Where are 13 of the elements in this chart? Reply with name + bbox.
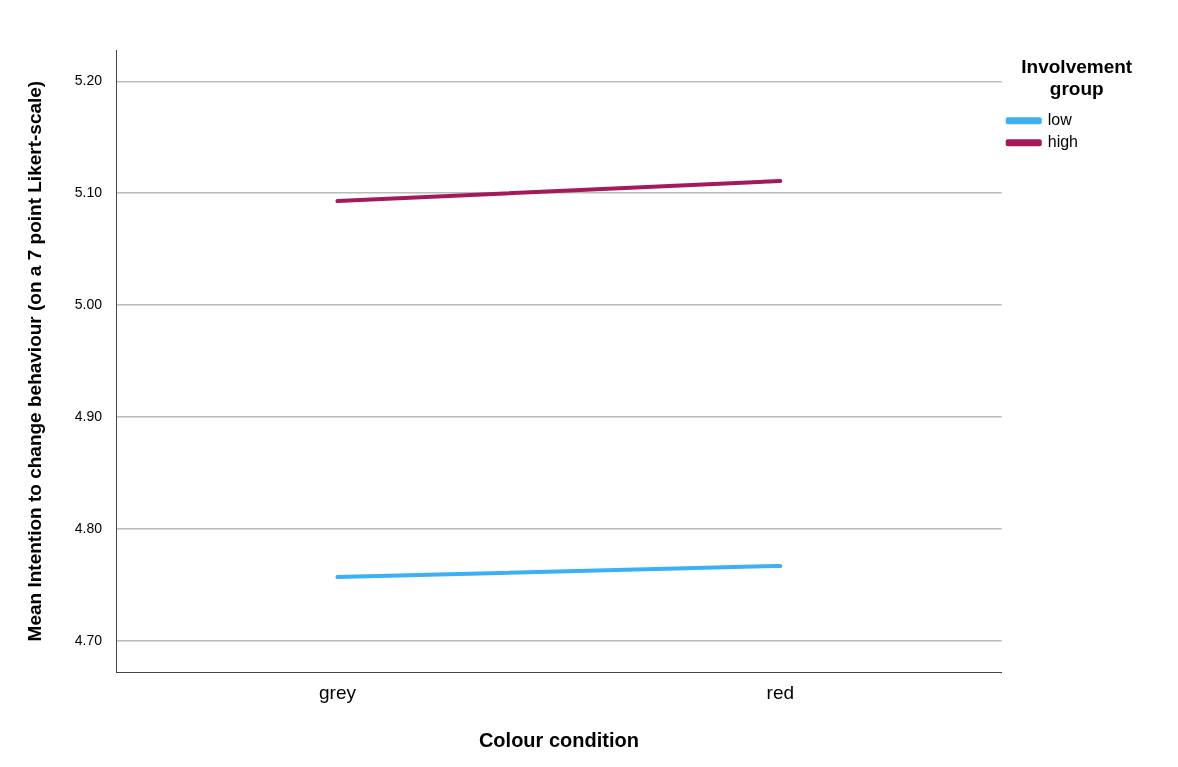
x-tick-label: red [766, 681, 795, 703]
y-tick-label: 4.70 [74, 631, 103, 648]
x-axis-title: Colour condition [478, 728, 639, 751]
y-tick-label: 5.10 [74, 184, 103, 201]
legend-label: low [1047, 111, 1073, 129]
y-tick-label: 4.80 [74, 519, 103, 536]
y-axis-title: Mean Intention to change behaviour (on a 7 point Likert-scale) [23, 80, 45, 642]
y-tick-label: 4.90 [74, 407, 103, 424]
legend-title: Involvement group [1021, 55, 1133, 99]
x-tick-label: grey [318, 681, 357, 703]
legend-label: high [1047, 133, 1078, 151]
y-tick-label: 5.00 [74, 296, 103, 313]
y-tick-label: 5.20 [74, 72, 103, 89]
